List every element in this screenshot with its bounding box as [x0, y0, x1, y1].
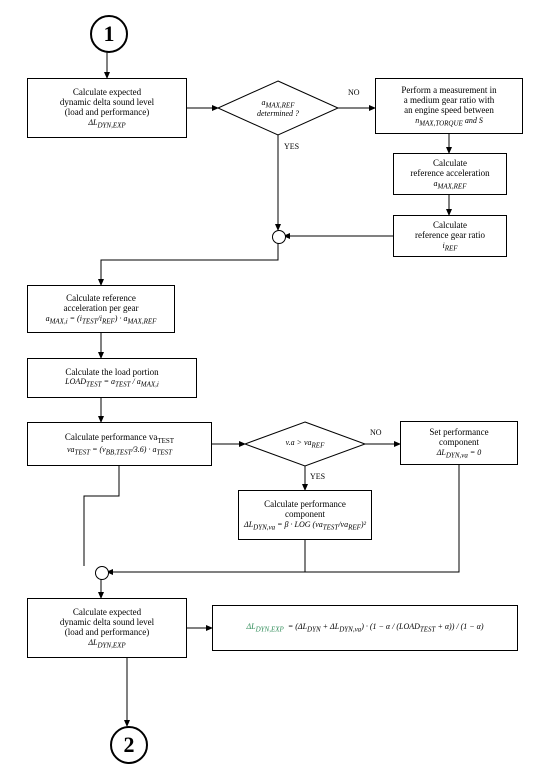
box-acc-per-gear: Calculate referenceacceleration per gear… — [27, 285, 175, 333]
label-no-1: NO — [348, 88, 360, 97]
terminal-start-label: 1 — [104, 21, 115, 47]
box-ref-acceleration: Calculatereference accelerationaMAX,REF — [393, 153, 507, 195]
box-final-formula: ΔLDYN,EXP= (ΔLDYN + ΔLDYN,va) · (1 − α /… — [212, 605, 518, 651]
merge-node-1 — [272, 230, 286, 244]
box-ref-gear-ratio: Calculatereference gear ratioiREF — [393, 215, 507, 257]
terminal-end: 2 — [110, 726, 148, 764]
box-calc-perf-component: Calculate performancecomponentΔLDYN,va =… — [238, 490, 372, 540]
box-calc-expected-bottom: Calculate expecteddynamic delta sound le… — [27, 598, 187, 658]
box-measurement: Perform a measurement ina medium gear ra… — [375, 78, 523, 134]
decision-amaxref: aMAX,REFdetermined ? — [218, 81, 338, 135]
terminal-start: 1 — [90, 15, 128, 53]
box-calc-expected-top: Calculate expecteddynamic delta sound le… — [27, 78, 187, 138]
label-no-2: NO — [370, 428, 382, 437]
terminal-end-label: 2 — [124, 732, 135, 758]
box-set-perf-zero: Set performancecomponentΔLDYN,va = 0 — [400, 421, 518, 465]
box-load-portion: Calculate the load portionLOADTEST = aTE… — [27, 358, 197, 398]
decision-va-ref: v.a > vaREF — [245, 422, 365, 466]
flowchart-stage: 1 2 Calculate expecteddynamic delta soun… — [0, 0, 540, 780]
label-yes-2: YES — [310, 472, 325, 481]
box-performance-va: Calculate performance vaTESTvaTEST = (vB… — [27, 422, 212, 466]
merge-node-2 — [95, 566, 109, 580]
label-yes-1: YES — [284, 142, 299, 151]
